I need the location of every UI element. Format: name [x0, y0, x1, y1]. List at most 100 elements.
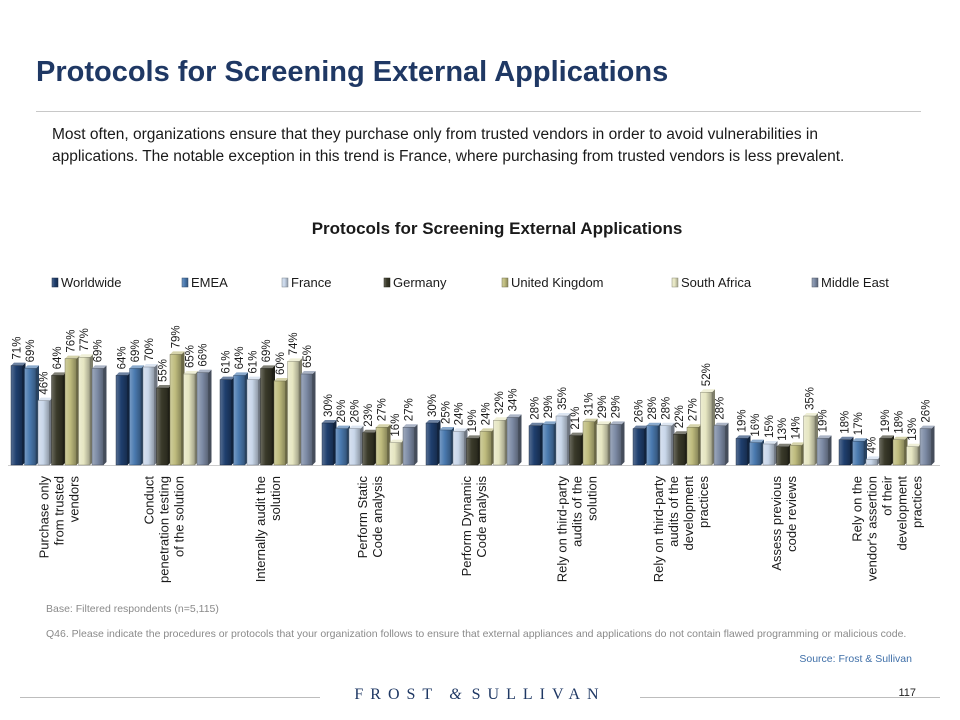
bar-emea-8 — [749, 442, 762, 466]
bar-united-kingdom-9 — [892, 439, 905, 466]
value-label-middle-east-6: 29% — [611, 395, 623, 418]
bar-top — [322, 420, 337, 423]
bar-group-7: 26% 28% 28% 22% 27%52%28% — [632, 363, 729, 466]
value-label-south-africa-3: 74% — [288, 332, 300, 355]
title-divider — [36, 111, 921, 112]
bar-emea-3 — [233, 375, 246, 466]
value-label-middle-east-5: 34% — [508, 388, 520, 411]
value-label-emea-5: 25% — [440, 401, 452, 424]
bar-top — [349, 425, 364, 429]
bar-germany-8 — [776, 446, 789, 466]
value-label-worldwide-9: 18% — [840, 411, 852, 434]
bar-top — [78, 354, 93, 358]
value-label-germany-8: 13% — [777, 418, 789, 441]
value-label-france-9: 4% — [867, 437, 879, 454]
bar-top — [852, 438, 867, 442]
bar-top — [879, 435, 894, 439]
value-label-france-5: 24% — [454, 402, 466, 425]
category-label-5-line-2: Code analysis — [474, 476, 489, 558]
category-label-6-line-2: audits of the — [569, 476, 584, 547]
bar-south-africa-7 — [700, 392, 713, 466]
bar-france-9 — [865, 459, 878, 466]
grouped-bar-chart: Worldwide EMEA France Germany United Kingdom… — [8, 275, 940, 583]
footer-rule-right — [640, 697, 940, 698]
bar-middle-east-6 — [609, 424, 622, 466]
bar-top — [893, 436, 908, 440]
value-label-united-kingdom-9: 18% — [894, 411, 906, 434]
category-label-9-line-4: development — [894, 476, 909, 551]
value-label-middle-east-8: 19% — [818, 409, 830, 432]
legend-swatch-united-kingdom — [501, 277, 509, 288]
bar-top — [507, 414, 522, 418]
bar-top — [453, 428, 468, 432]
value-label-south-africa-2: 65% — [184, 345, 196, 368]
bar-south-africa-1 — [78, 357, 91, 466]
legend-swatch-worldwide — [51, 277, 59, 288]
value-label-worldwide-7: 26% — [634, 400, 646, 423]
bar-top — [274, 378, 289, 381]
category-label-8-line-1: Assess previous — [769, 476, 784, 571]
bar-group-1: 71% 69%46%64%76% 77% 69% — [10, 328, 107, 466]
bar-top — [660, 422, 675, 426]
bar-germany-2 — [156, 387, 169, 466]
value-label-france-7: 28% — [661, 397, 673, 420]
category-label-1-line-3: vendors — [66, 476, 81, 523]
value-label-germany-3: 69% — [261, 339, 273, 362]
category-label-9-line-5: practices — [909, 476, 924, 529]
value-label-worldwide-6: 28% — [530, 397, 542, 420]
value-label-south-africa-6: 29% — [597, 395, 609, 418]
value-label-united-kingdom-1: 76% — [66, 330, 78, 353]
bar-top — [129, 365, 144, 369]
bar-middle-east-8 — [816, 438, 829, 466]
bar-top — [38, 397, 53, 401]
bar-emea-5 — [439, 429, 452, 466]
brand-logo-ampersand: & — [449, 686, 462, 703]
question-note: Q46. Please indicate the procedures or p… — [46, 628, 907, 640]
value-label-emea-3: 64% — [234, 346, 246, 369]
value-label-france-1: 46% — [39, 372, 51, 395]
category-labels: Purchase only from trusted vendors Conduct p… — [36, 475, 924, 583]
category-label-3-line-1: Internally audit the — [253, 476, 268, 582]
value-label-germany-7: 22% — [674, 405, 686, 428]
value-label-south-africa-7: 52% — [701, 363, 713, 386]
bar-top — [749, 439, 764, 443]
value-label-germany-1: 64% — [52, 346, 64, 369]
bar-top — [183, 371, 198, 374]
value-label-germany-6: 21% — [570, 407, 582, 430]
value-label-germany-2: 55% — [157, 359, 169, 382]
legend-swatch-france — [281, 277, 289, 288]
intro-paragraph: Most often, organizations ensure that th… — [52, 126, 845, 165]
footer-rule-left — [20, 697, 320, 698]
bar-side — [103, 365, 107, 465]
bar-top — [156, 385, 171, 388]
value-label-united-kingdom-8: 14% — [791, 416, 803, 439]
value-label-united-kingdom-6: 31% — [584, 393, 596, 416]
bar-worldwide-7 — [632, 428, 645, 466]
value-label-germany-5: 19% — [467, 409, 479, 432]
legend-label-emea: EMEA — [191, 275, 228, 290]
bar-germany-4 — [362, 432, 375, 466]
bar-top — [529, 422, 544, 426]
category-label-3-line-2: solution — [268, 476, 283, 521]
bar-top — [736, 435, 751, 439]
plot-area: 71% 69%46%64%76% 77% 69% 64% 69% 70%55%79%65% 6… — [8, 325, 940, 466]
bar-top — [260, 365, 275, 369]
value-label-france-2: 70% — [144, 338, 156, 361]
value-label-middle-east-2: 66% — [198, 344, 210, 367]
category-label-7-line-1: Rely on third-party — [651, 476, 666, 583]
value-label-united-kingdom-7: 27% — [688, 398, 700, 421]
value-label-france-3: 61% — [248, 351, 260, 374]
bar-top — [65, 355, 80, 359]
category-label-4-line-2: Code analysis — [370, 476, 385, 558]
chart-legend: Worldwide EMEA France Germany United Kingdom… — [51, 275, 889, 290]
category-label-8-line-2: code reviews — [784, 476, 799, 552]
value-label-france-6: 35% — [557, 387, 569, 410]
bar-middle-east-3 — [300, 373, 313, 466]
chart-title: Protocols for Screening External Applica… — [311, 219, 683, 238]
bar-top — [763, 441, 778, 444]
brand-logo-left: FROST — [354, 686, 440, 703]
bar-top — [233, 372, 248, 376]
bar-top — [287, 358, 302, 362]
category-label-2-line-2: penetration testing — [156, 476, 171, 583]
bar-top — [335, 425, 350, 429]
